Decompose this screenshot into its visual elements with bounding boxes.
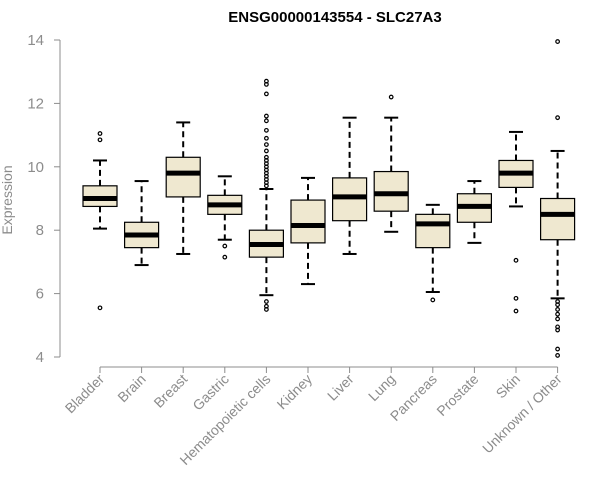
- interquartile-box: [165, 156, 201, 198]
- x-tick-label: Kidney: [274, 371, 316, 413]
- box-brain: [123, 180, 160, 267]
- outlier-point: [555, 115, 560, 121]
- box-kidney: [290, 176, 326, 286]
- outlier-point: [513, 295, 519, 301]
- y-tick-label: 10: [27, 159, 44, 176]
- interquartile-box: [415, 213, 451, 249]
- box-prostate: [456, 180, 492, 244]
- y-tick-label: 4: [36, 349, 44, 366]
- x-tick-label: Skin: [493, 371, 524, 402]
- outlier-point: [555, 353, 560, 358]
- outlier-point: [555, 316, 560, 322]
- outlier-point: [264, 127, 269, 133]
- y-tick-label: 12: [27, 95, 44, 112]
- box-breast: [165, 121, 201, 255]
- y-tick-label: 8: [36, 222, 44, 239]
- interquartile-box: [290, 199, 326, 244]
- box-pancreas: [415, 203, 451, 303]
- outlier-point: [388, 94, 394, 100]
- outlier-point: [430, 297, 436, 303]
- outlier-point: [555, 307, 560, 312]
- box-unknown-other: [539, 39, 576, 358]
- box-skin: [498, 130, 534, 314]
- outlier-point: [264, 91, 269, 97]
- box-liver: [332, 116, 368, 255]
- x-tick-label: Unknown / Other: [479, 371, 565, 457]
- outlier-point: [555, 346, 560, 352]
- outlier-point: [264, 135, 269, 141]
- outlier-point: [264, 299, 269, 304]
- outlier-point: [513, 308, 519, 314]
- y-axis: 4 6 8 10 12 14: [27, 32, 61, 366]
- outlier-point: [555, 39, 560, 44]
- outlier-point: [97, 137, 103, 143]
- x-tick-label: Breast: [150, 371, 190, 411]
- y-tick-label: 6: [36, 286, 44, 303]
- box-series: [82, 39, 576, 358]
- box-gastric: [207, 175, 243, 260]
- x-tick-label: Prostate: [433, 371, 481, 419]
- x-tick-label: Lung: [365, 371, 398, 404]
- x-tick-label: Brain: [114, 371, 148, 405]
- x-tick-label: Liver: [324, 371, 357, 404]
- outlier-point: [222, 254, 228, 260]
- outlier-point: [555, 299, 560, 304]
- box-lung: [373, 94, 409, 233]
- y-axis-label: Expression: [0, 165, 15, 234]
- outlier-point: [264, 113, 269, 119]
- outlier-point: [555, 311, 560, 317]
- outlier-point: [97, 131, 103, 136]
- outlier-point: [264, 148, 269, 154]
- outlier-point: [264, 303, 269, 309]
- interquartile-box: [539, 197, 576, 241]
- outlier-point: [97, 305, 103, 311]
- x-tick-label: Bladder: [62, 371, 108, 417]
- box-hematopoietic-cells: [248, 78, 284, 312]
- outlier-point: [264, 154, 269, 160]
- y-tick-label: 14: [27, 32, 44, 49]
- box-bladder: [82, 131, 118, 311]
- outlier-point: [264, 78, 269, 84]
- chart-title: ENSG00000143554 - SLC27A3: [228, 9, 441, 26]
- outlier-point: [264, 118, 269, 124]
- outlier-point: [264, 142, 269, 148]
- outlier-point: [513, 257, 519, 263]
- outlier-point: [555, 324, 560, 330]
- outlier-point: [222, 243, 228, 249]
